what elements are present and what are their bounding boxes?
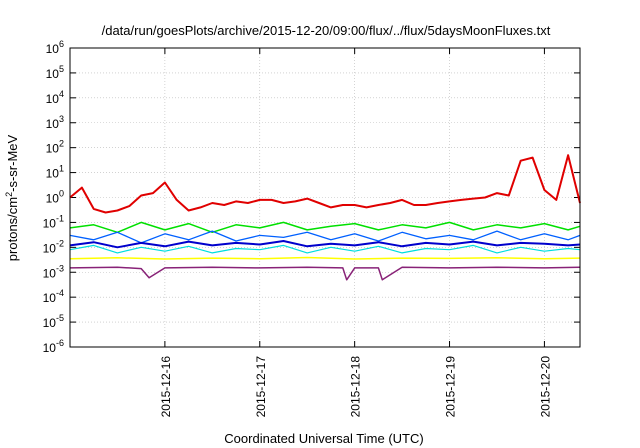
x-tick-label: 2015-12-16 <box>159 356 173 418</box>
y-tick-label: 10-1 <box>43 213 64 230</box>
series-line <box>69 221 581 234</box>
x-tick-label: 2015-12-19 <box>444 356 458 418</box>
y-tick-label: 10-6 <box>43 338 64 355</box>
x-tick-label: 2015-12-17 <box>254 356 268 418</box>
series-line <box>69 244 581 254</box>
y-tick-label: 10-5 <box>43 313 64 330</box>
x-tick-label: 2015-12-18 <box>349 356 363 418</box>
series-line <box>69 154 581 214</box>
y-axis: 10-6 10-5 10-4 10-3 10-2 10-1 100 101 102 103 104 1… <box>43 39 580 355</box>
chart-title: /data/run/goesPlots/archive/2015-12-20/0… <box>102 23 551 38</box>
x-axis-label: Coordinated Universal Time (UTC) <box>224 431 423 446</box>
y-tick-label: 103 <box>46 114 64 131</box>
series-line <box>69 230 581 244</box>
plot-frame <box>69 47 581 348</box>
y-tick-label: 101 <box>46 164 64 181</box>
series-layer <box>69 154 581 281</box>
y-tick-label: 106 <box>46 39 64 56</box>
y-tick-label: 10-4 <box>43 288 64 305</box>
y-axis-label: protons/cm2-s-sr-MeV <box>4 134 20 261</box>
x-axis: 2015-12-16 2015-12-17 2015-12-18 2015-12-19… <box>159 48 552 418</box>
grid <box>70 48 580 347</box>
series-line <box>69 240 581 249</box>
y-tick-label: 105 <box>46 64 64 81</box>
x-tick-label: 2015-12-20 <box>538 356 552 418</box>
y-tick-label: 10-2 <box>43 238 64 255</box>
series-line <box>69 266 581 281</box>
plot-area: 10-6 10-5 10-4 10-3 10-2 10-1 100 101 102 103 104 1… <box>43 39 581 418</box>
y-tick-label: 10-3 <box>43 263 64 280</box>
y-tick-label: 100 <box>46 189 64 206</box>
y-tick-label: 104 <box>46 89 64 106</box>
series-line <box>69 256 581 260</box>
y-tick-label: 102 <box>46 139 64 156</box>
